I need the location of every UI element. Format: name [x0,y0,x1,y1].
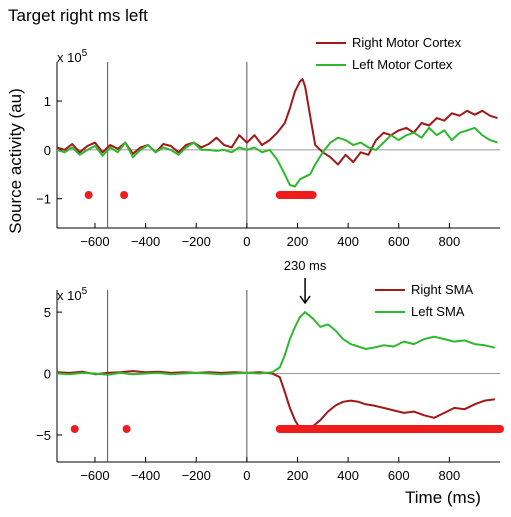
panel2-x-tick-label-2: −400 [131,468,160,483]
panel2-y-tick-label-3: 5 [44,305,51,320]
panel1-x-tick-label-8: 800 [439,234,461,249]
panel2-y-tick-label-2: 0 [44,367,51,382]
panel2-x-tick-label-7: 600 [388,468,410,483]
panel1-x-tick-label-6: 400 [337,234,359,249]
panel2-significance-dot-2 [122,425,131,433]
panel2-x-tick-label-3: −200 [182,468,211,483]
figure-title: Target right ms left [8,6,148,25]
panel2-legend-label-2: Left SMA [411,304,465,319]
panel1-x-tick-label-5: 200 [287,234,309,249]
panel1-x-tick-label-2: −400 [131,234,160,249]
panel2-series-line-2 [56,311,496,376]
panel1-x-tick-label-1: −600 [80,234,109,249]
panel2-annotation-label: 230 ms [284,258,327,273]
panel1-x-tick-label-3: −200 [182,234,211,249]
panel1-significance-dot-2 [120,191,129,199]
panel2-annotation-arrow-head [299,295,311,305]
panel1-y-tick-label-2: 0 [44,143,51,158]
panel1-y-tick-label-3: 1 [44,94,51,109]
panel1-x-tick-label-4: 0 [243,234,250,249]
panel1-scale-label: x 105 [57,48,88,65]
panel2-significance-dot-1 [70,425,79,433]
panel1-x-tick-label-7: 600 [388,234,410,249]
panel2-x-tick-label-4: 0 [243,468,250,483]
panel1-legend-label-2: Left Motor Cortex [352,57,453,72]
panel1-significance-dot-1 [84,191,93,199]
panel2-series-line-1 [56,370,496,433]
panel2-x-tick-label-1: −600 [80,468,109,483]
panel2-x-tick-label-8: 800 [439,468,461,483]
panel2-x-tick-label-6: 400 [337,468,359,483]
panel2-y-tick-label-1: −5 [36,428,51,443]
panel2-x-tick-label-5: 200 [287,468,309,483]
panel1-series-line-2 [56,126,498,188]
panel1-series-line-1 [56,78,498,166]
panel2-legend-label-1: Right SMA [411,282,473,297]
panel1-y-tick-label-1: −1 [36,192,51,207]
panel1-legend-label-1: Right Motor Cortex [352,35,462,50]
x-axis-label: Time (ms) [405,488,481,507]
panel2-scale-label: x 105 [57,286,88,303]
